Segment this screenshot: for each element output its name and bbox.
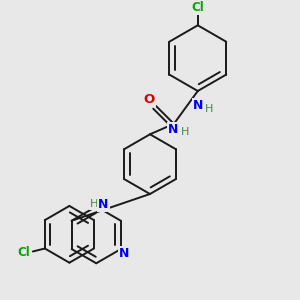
Text: H: H <box>205 104 213 114</box>
Text: H: H <box>90 200 99 209</box>
Text: N: N <box>193 99 203 112</box>
Text: N: N <box>168 123 178 136</box>
Text: H: H <box>180 127 189 137</box>
Text: O: O <box>144 93 155 106</box>
Text: N: N <box>98 198 109 211</box>
Text: Cl: Cl <box>17 246 30 259</box>
Text: N: N <box>118 247 129 260</box>
Text: Cl: Cl <box>191 2 204 14</box>
